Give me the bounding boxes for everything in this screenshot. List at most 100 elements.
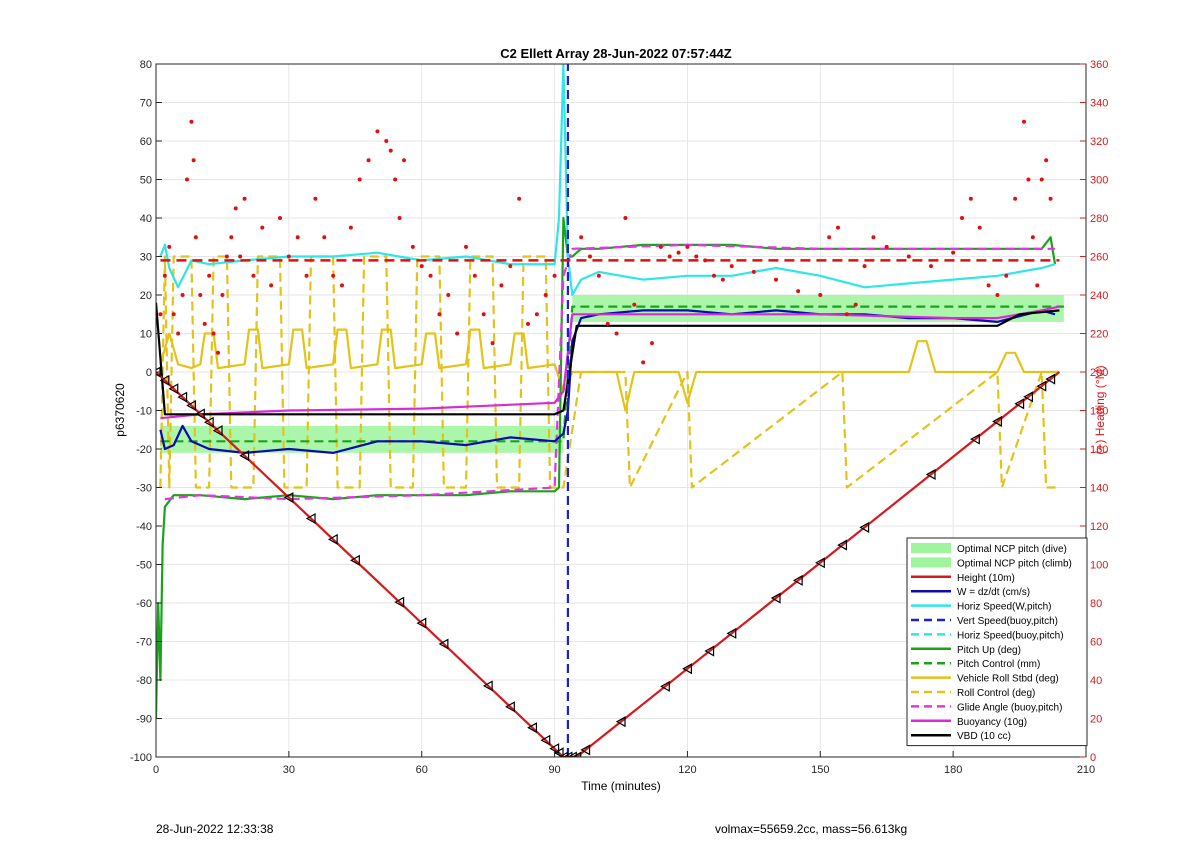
heading-point: [191, 158, 196, 163]
heading-point: [260, 225, 265, 230]
heading-point: [995, 293, 1000, 297]
legend-label: Vert Speed(buoy,pitch): [957, 616, 1058, 627]
height-marker: [212, 425, 223, 437]
heading-point: [1013, 196, 1018, 201]
x-tick-label: 30: [283, 764, 295, 776]
y-tick-label: 20: [140, 290, 152, 302]
y-right-tick-label: 40: [1090, 675, 1102, 687]
heading-point: [534, 312, 539, 317]
height-marker: [792, 574, 803, 586]
heading-point: [348, 225, 353, 230]
legend-label: W = dz/dt (cm/s): [957, 587, 1030, 598]
heading-point: [375, 129, 380, 134]
y-right-tick-label: 160: [1090, 444, 1108, 456]
height-markers: [156, 366, 1056, 757]
heading-point: [455, 331, 460, 336]
heading-point: [251, 273, 256, 278]
y-tick-label: 80: [140, 59, 152, 71]
heading-point: [1048, 196, 1053, 201]
heading-point: [712, 273, 716, 278]
heading-point: [366, 158, 371, 163]
y-right-tick-label: 0: [1090, 752, 1096, 764]
heading-point: [929, 264, 933, 269]
heading-point: [1035, 283, 1040, 288]
x-tick-label: 210: [1077, 764, 1095, 776]
height-marker: [505, 701, 515, 713]
heading-point: [419, 264, 424, 269]
y-right-tick-label: 140: [1090, 483, 1108, 495]
heading-point: [158, 312, 163, 317]
heading-point: [1022, 119, 1026, 124]
legend-label: Height (10m): [957, 573, 1015, 584]
legend: Optimal NCP pitch (dive) Optimal NCP pitc…: [906, 537, 1088, 747]
y-tick-label: -90: [136, 714, 152, 726]
heading-point: [605, 321, 610, 326]
x-tick-label: 60: [416, 764, 428, 776]
heading-point: [211, 331, 216, 336]
heading-point: [543, 293, 548, 297]
heading-point: [526, 321, 530, 326]
heading-point: [402, 158, 406, 163]
height-marker: [1045, 373, 1056, 385]
y-tick-label: 50: [140, 175, 152, 187]
legend-swatch: [911, 543, 951, 553]
y-tick-label: -30: [136, 483, 152, 495]
height-marker: [1023, 391, 1034, 403]
heading-point: [295, 235, 300, 240]
heading-point: [357, 177, 362, 182]
heading-point: [884, 244, 889, 249]
y-tick-label: 70: [140, 98, 152, 110]
y-right-tick-label: 220: [1090, 329, 1108, 341]
y-tick-label: 40: [140, 213, 152, 225]
x-tick-label: 90: [548, 764, 560, 776]
heading-point: [446, 293, 451, 297]
y-tick-label: 0: [146, 367, 152, 379]
legend-label: Buoyancy (10g): [957, 717, 1027, 728]
heading-point: [951, 250, 956, 255]
heading-point: [703, 258, 708, 263]
heading-point: [171, 312, 176, 317]
y-tick-label: -60: [136, 598, 152, 610]
heading-point: [579, 235, 584, 240]
heading-point: [410, 244, 415, 249]
heading-point: [464, 244, 468, 249]
y-right-tick-label: 20: [1090, 714, 1102, 726]
heading-point: [650, 341, 654, 346]
heading-point: [596, 273, 601, 278]
y-tick-label: 10: [140, 329, 152, 341]
chart-title: C2 Ellett Array 28-Jun-2022 07:57:44Z: [500, 46, 732, 61]
y-right-tick-label: 60: [1090, 637, 1102, 649]
height-marker: [195, 408, 205, 420]
y-tick-label: -100: [130, 752, 152, 764]
heading-point: [685, 244, 690, 249]
height-marker: [283, 492, 294, 504]
height-marker: [970, 433, 980, 445]
heading-point: [286, 254, 291, 259]
height-marker: [549, 743, 560, 755]
height-marker: [416, 617, 427, 629]
heading-point: [216, 350, 220, 355]
heading-point: [862, 264, 867, 269]
y-right-tick-label: 260: [1090, 252, 1108, 264]
y-axis-right-label: (+) Heading (°M): [1093, 365, 1107, 454]
heading-point: [614, 331, 619, 336]
heading-point: [224, 254, 229, 259]
series-line-roll-control-deg: [159, 255, 1060, 489]
y-right-tick-label: 320: [1090, 136, 1108, 148]
height-marker: [305, 512, 316, 524]
heading-point: [331, 273, 336, 278]
legend-label: Optimal NCP pitch (dive): [957, 544, 1067, 555]
heading-point: [278, 216, 282, 220]
heading-point: [871, 235, 876, 240]
height-marker: [726, 627, 737, 639]
height-marker: [682, 663, 693, 675]
height-marker: [553, 747, 564, 757]
height-marker: [562, 751, 573, 757]
heading-point: [729, 264, 734, 269]
heading-point: [1004, 273, 1009, 278]
heading-point: [906, 254, 911, 259]
heading-point: [508, 264, 513, 269]
heading-point: [1026, 177, 1031, 182]
y-tick-label: -80: [136, 675, 152, 687]
